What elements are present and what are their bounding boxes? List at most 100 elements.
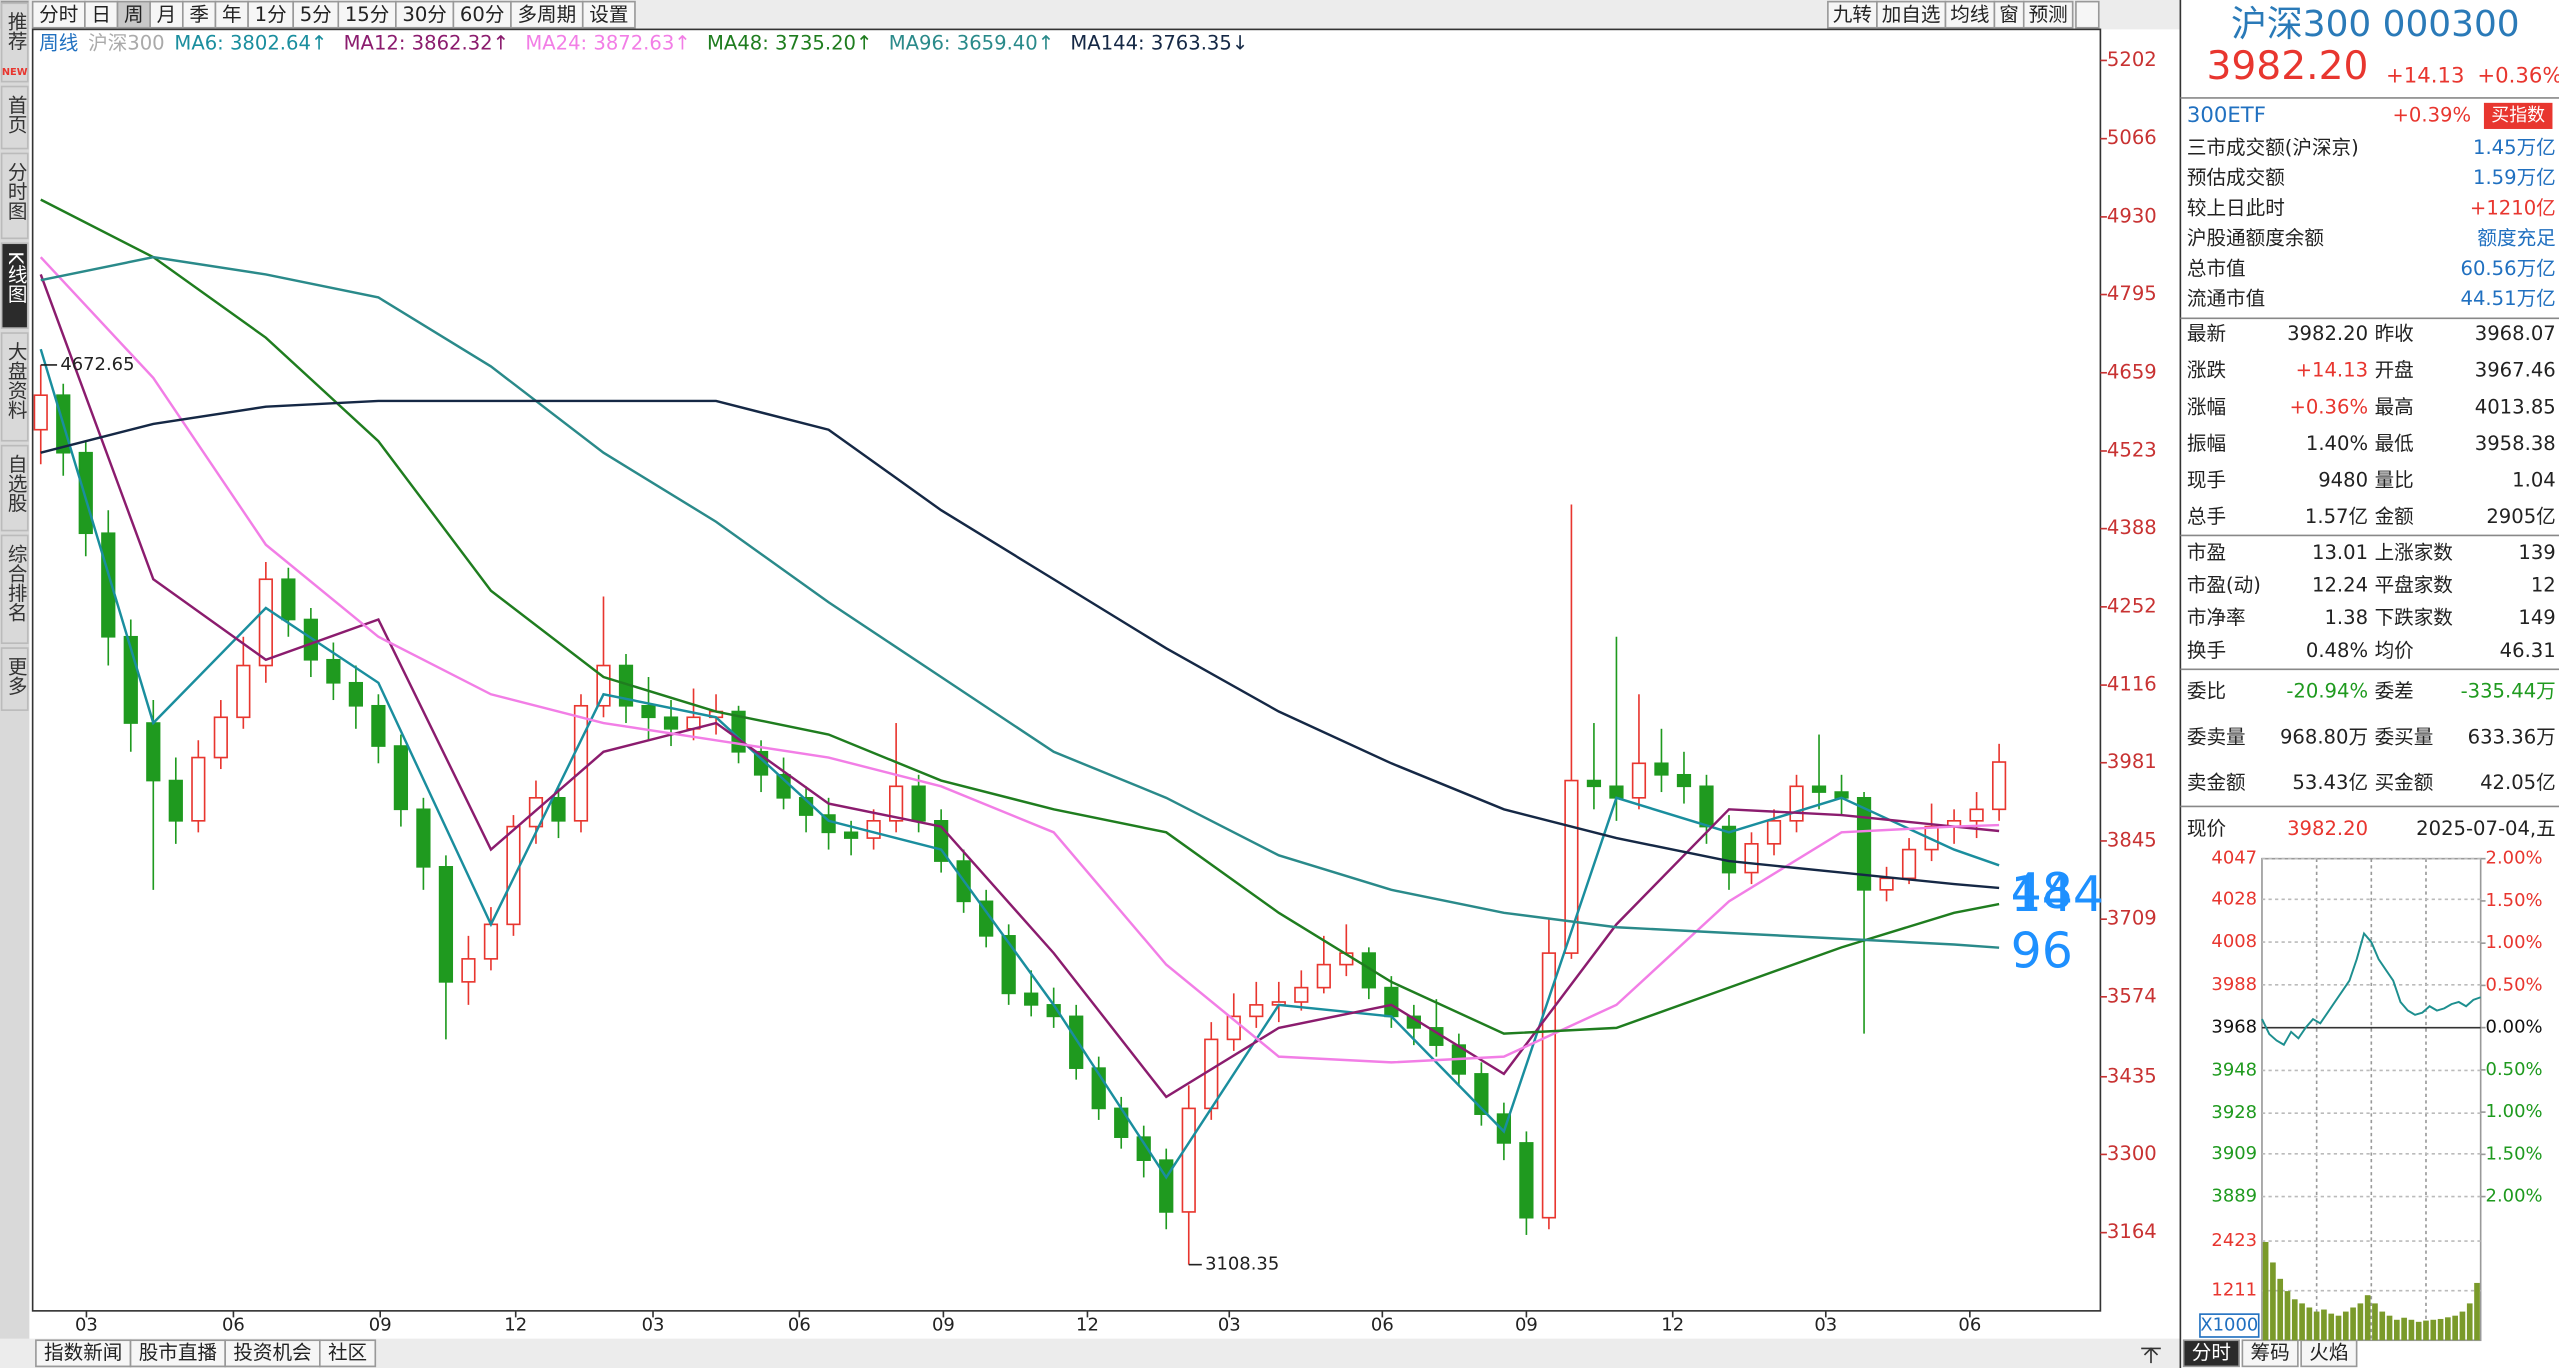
sidebar-label[interactable]: 大盘资料 (4, 341, 27, 419)
period-tab-frame[interactable] (452, 0, 512, 29)
sidebar-item[interactable] (0, 152, 29, 240)
tool-button-frame[interactable] (1827, 0, 1878, 29)
x-tick-label: 09 (1515, 1315, 1538, 1336)
sidebar-label[interactable]: 推荐 (4, 11, 27, 51)
period-tab[interactable]: 30分 (402, 3, 446, 26)
stat-label: 昨收 (2375, 322, 2414, 345)
period-tab-frame[interactable] (510, 0, 584, 29)
period-tab-frame[interactable] (395, 0, 455, 29)
sidebar-item[interactable] (0, 2, 29, 83)
period-tab-frame[interactable] (116, 0, 151, 29)
bottom-tab[interactable]: 投资机会 (233, 1341, 311, 1364)
period-tab-frame[interactable] (337, 0, 397, 29)
volume-bar (2386, 1315, 2393, 1341)
info-value: 额度充足 (2477, 227, 2555, 250)
period-tab[interactable]: 5分 (300, 3, 332, 26)
tool-button[interactable]: 均线 (1950, 3, 1989, 26)
bottom-tab[interactable]: 指数新闻 (44, 1341, 122, 1364)
sidebar-label[interactable]: 分时图 (4, 162, 27, 221)
period-tab[interactable]: 分时 (39, 3, 78, 26)
stat-label: 振幅 (2187, 432, 2226, 455)
ma-line (40, 255, 2000, 949)
period-tab-frame[interactable] (247, 0, 295, 29)
volume-bar (2459, 1311, 2466, 1341)
sidebar-item[interactable] (0, 85, 29, 150)
stat-value: 2905亿 (2486, 505, 2555, 528)
info-value: 44.51万亿 (2461, 287, 2556, 310)
tool-button[interactable]: 加自选 (1882, 3, 1941, 26)
stat-label: 买金额 (2375, 771, 2434, 794)
panel-tab-frame[interactable] (2182, 1339, 2240, 1368)
period-tab[interactable]: 60分 (460, 3, 504, 26)
candle-body (1384, 986, 1399, 1018)
candle-body (1294, 986, 1309, 1003)
bottom-tab-frame[interactable] (129, 1339, 226, 1368)
sidebar-item[interactable] (0, 444, 29, 532)
bottom-tab[interactable]: 社区 (328, 1341, 367, 1364)
pin-icon[interactable] (2141, 1347, 2161, 1364)
sidebar-item[interactable] (0, 242, 29, 329)
sidebar-label[interactable]: K线图 (4, 251, 27, 303)
etf-name[interactable]: 300ETF (2187, 103, 2266, 128)
tool-button[interactable]: 窗 (1999, 3, 2019, 26)
panel-tab-frame[interactable] (2241, 1339, 2299, 1368)
candle-body (1586, 779, 1602, 788)
buy-button-label[interactable]: 买指数 (2491, 105, 2545, 126)
sidebar-item[interactable] (0, 534, 29, 645)
period-tab-frame[interactable] (581, 0, 636, 29)
candle-body (33, 394, 48, 431)
candle-body (1316, 963, 1331, 989)
y2-tick-label: 2.00% (2486, 848, 2543, 869)
legend-entry: MA144: 3763.35↓ (1070, 32, 1248, 55)
now-label: 现价 (2187, 817, 2226, 840)
period-tab[interactable]: 年 (222, 3, 242, 26)
period-tab-frame[interactable] (214, 0, 249, 29)
sidebar-label[interactable]: 更多 (4, 656, 27, 695)
period-tab[interactable]: 季 (189, 3, 209, 26)
candle-body (168, 779, 183, 822)
sidebar-label[interactable]: 首页 (4, 95, 27, 134)
sidebar-label[interactable]: 综合排名 (4, 544, 27, 622)
candle-body (1766, 820, 1782, 845)
volume-bar (2415, 1321, 2422, 1341)
buy-button[interactable] (2483, 102, 2553, 129)
sidebar-label[interactable]: 自选股 (4, 454, 27, 513)
panel-tab[interactable]: 分时 (2192, 1341, 2231, 1364)
sidebar-item[interactable] (0, 647, 29, 711)
volume-bar (2284, 1291, 2291, 1341)
panel-tab-frame[interactable] (2300, 1339, 2358, 1368)
bottom-tab-frame[interactable] (319, 1339, 377, 1368)
tool-button[interactable]: 九转 (1833, 3, 1872, 26)
y-tick-label: 3981 (2107, 750, 2157, 773)
panel-tab[interactable]: 火焰 (2309, 1341, 2348, 1364)
bottom-tab-frame[interactable] (35, 1339, 132, 1368)
candle-body (1001, 935, 1016, 995)
info-value: 1.59万亿 (2473, 166, 2556, 189)
candle-body (146, 722, 161, 782)
candle-body (393, 745, 409, 811)
volume-scale: X1000 (2200, 1315, 2258, 1336)
period-tab[interactable]: 周 (124, 3, 144, 26)
period-tab-frame[interactable] (84, 0, 119, 29)
chart-subtitle: 沪深300 (88, 32, 165, 55)
window-button[interactable] (2075, 0, 2100, 29)
panel-tab[interactable]: 筹码 (2251, 1341, 2290, 1364)
period-tab[interactable]: 15分 (345, 3, 389, 26)
period-tab[interactable]: 日 (91, 3, 111, 26)
period-tab-frame[interactable] (31, 0, 86, 29)
tool-button-frame[interactable] (2022, 0, 2074, 29)
period-tab[interactable]: 多周期 (517, 3, 576, 26)
candle-body (303, 618, 318, 661)
candle-body (596, 664, 611, 707)
tool-button[interactable]: 预测 (2029, 3, 2068, 26)
period-tab[interactable]: 1分 (255, 3, 287, 26)
period-tab[interactable]: 设置 (589, 3, 628, 26)
y2-tick-label: 1.50% (2486, 890, 2543, 911)
x-tick-label: 03 (642, 1315, 665, 1336)
period-tab[interactable]: 月 (157, 3, 177, 26)
stat-label: 开盘 (2375, 359, 2414, 382)
sidebar-item[interactable] (0, 332, 29, 442)
period-tab-frame[interactable] (149, 0, 184, 29)
bottom-tab[interactable]: 股市直播 (139, 1341, 218, 1364)
stat-label: 量比 (2375, 468, 2414, 491)
